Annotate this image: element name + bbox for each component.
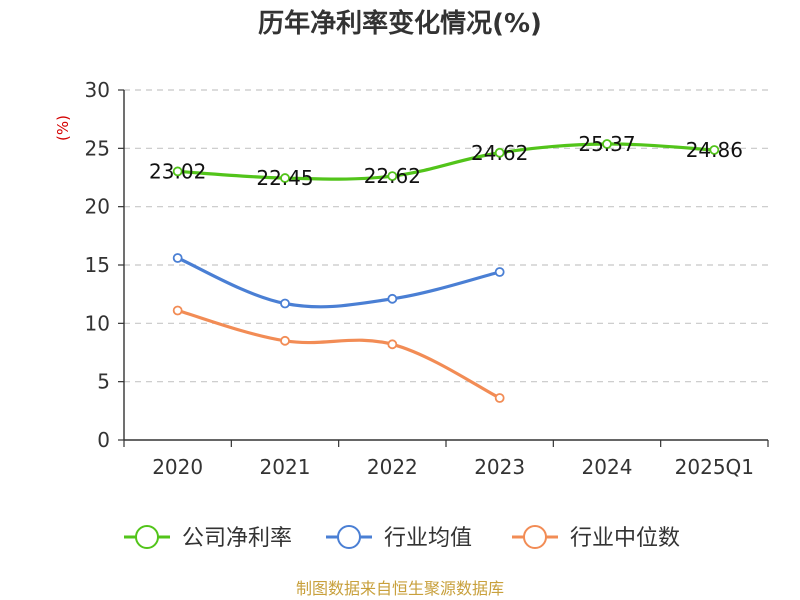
data-point (387, 339, 398, 350)
series-line (177, 308, 501, 400)
source-note: 制图数据来自恒生聚源数据库 (296, 579, 504, 598)
grid (124, 89, 768, 383)
legend-marker (135, 525, 159, 549)
legend[interactable]: 公司净利率 行业均值 行业中位数 (124, 525, 680, 551)
legend-label: 行业中位数 (570, 526, 680, 551)
data-labels: 23.02 22.45 22.62 24.62 25.37 24.86 (149, 132, 743, 190)
data-point (709, 145, 720, 155)
data-point (387, 171, 398, 182)
data-point (172, 166, 183, 177)
data-label: 23.02 (149, 159, 206, 183)
x-tick-label: 2022 (367, 455, 418, 479)
data-point (494, 147, 505, 158)
legend-marker (523, 525, 547, 549)
y-tick-label: 0 (97, 428, 110, 452)
x-tick-label: 2024 (582, 455, 633, 479)
y-axis-unit: (%) (54, 115, 72, 141)
x-tick-label: 2021 (260, 455, 311, 479)
y-tick-label: 30 (85, 78, 110, 102)
data-label: 24.62 (471, 141, 528, 165)
series-group (172, 139, 720, 403)
data-point (280, 173, 290, 183)
data-label: 25.37 (578, 132, 635, 156)
data-point (387, 293, 398, 304)
chart-title: 历年净利率变化情况(%) (258, 8, 542, 39)
data-point (172, 305, 183, 316)
data-label: 24.86 (686, 138, 743, 162)
y-tick-label: 20 (85, 195, 110, 219)
series-line (177, 256, 501, 309)
y-tick-label: 10 (85, 311, 110, 335)
y-tick-label: 15 (85, 253, 110, 277)
axes: 0 5 10 15 20 25 30 2020 2021 2022 2023 2024 2025Q1 (85, 78, 769, 479)
x-tick-label: 2020 (152, 455, 203, 479)
y-tick-label: 5 (97, 370, 110, 394)
x-tick-label: 2023 (474, 455, 525, 479)
y-tick-label: 25 (85, 136, 110, 160)
data-point (280, 335, 290, 346)
data-point (280, 298, 290, 309)
data-point (494, 393, 505, 403)
data-point (172, 253, 183, 263)
x-tick-label: 2025Q1 (675, 455, 754, 479)
legend-label: 行业均值 (384, 526, 472, 551)
legend-marker (337, 525, 361, 549)
legend-item[interactable]: 行业均值 (326, 525, 472, 551)
data-label: 22.45 (256, 166, 313, 190)
legend-label: 公司净利率 (182, 526, 292, 551)
legend-item[interactable]: 公司净利率 (124, 525, 292, 551)
legend-item[interactable]: 行业中位数 (512, 525, 680, 551)
series-line (177, 142, 715, 181)
data-label: 22.62 (364, 164, 421, 188)
data-point (602, 139, 612, 149)
data-point (494, 267, 505, 277)
